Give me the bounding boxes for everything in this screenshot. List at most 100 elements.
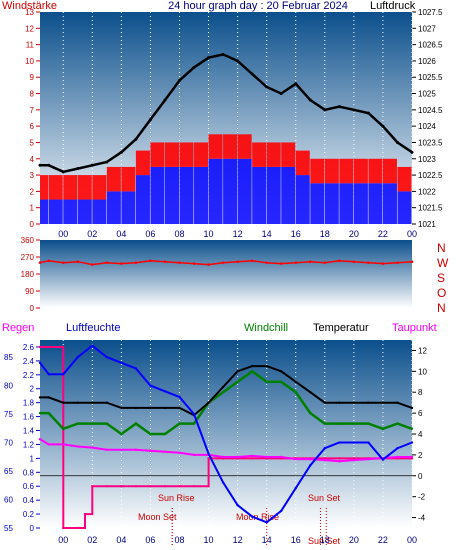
- windchill-point: [294, 391, 297, 394]
- rain-point: [134, 485, 138, 488]
- wind-base-bar: [194, 166, 209, 224]
- annotation-sun-set-1: Sun Set: [308, 493, 341, 503]
- windchill-point: [134, 422, 138, 425]
- humidity-point: [62, 372, 65, 376]
- rain-point: [47, 345, 50, 349]
- windchill-point: [367, 422, 370, 425]
- humidity-tick-label: 70: [4, 439, 13, 448]
- pressure-point: [410, 150, 414, 154]
- pressure-point: [294, 82, 298, 86]
- pressure-point: [119, 150, 123, 154]
- x-tick-label: 14: [262, 229, 272, 239]
- header-left-label: Windstärke: [2, 0, 57, 12]
- windchill-point: [62, 427, 65, 430]
- wind-direction-point: [178, 261, 181, 264]
- dewpoint-point: [105, 448, 109, 451]
- rain-tick-label: 2.4: [23, 357, 35, 366]
- y-left-tick-label: 0: [30, 220, 35, 229]
- wind-base-bar: [179, 166, 194, 224]
- annotation-sun-rise: Sun Rise: [158, 493, 195, 503]
- y-left-tick-label: 11: [26, 41, 35, 50]
- temperature-point: [91, 401, 94, 404]
- y-right-tick-label: 1025.5: [418, 73, 443, 82]
- rain-point: [163, 485, 167, 488]
- humidity-point: [134, 367, 138, 370]
- rain-point: [38, 345, 42, 349]
- temperature-point: [120, 406, 123, 410]
- annotation-moon-set: Moon Set: [138, 512, 177, 522]
- windchill-point: [265, 380, 268, 383]
- y-right-tick-label: 1022: [418, 187, 436, 196]
- wind-base-bar: [164, 166, 179, 224]
- x-tick-label: 00: [58, 229, 68, 239]
- temperature-point: [338, 401, 341, 404]
- wind-speed-bar: [382, 158, 397, 184]
- rain-tick-label: 2: [30, 385, 35, 394]
- x-tick-label: 22: [378, 229, 388, 239]
- wind-speed-bar: [92, 175, 107, 200]
- y-right-tick-label: 4: [418, 430, 423, 439]
- humidity-point: [236, 504, 239, 507]
- y-left-tick-label: 4: [30, 155, 35, 164]
- temperature-point: [294, 380, 297, 383]
- y-left-tick-label: 360: [21, 236, 35, 245]
- windchill-point: [47, 411, 50, 415]
- temperature-point: [396, 401, 399, 404]
- wind-speed-bar: [150, 142, 165, 167]
- pressure-point: [207, 56, 211, 60]
- pressure-point: [38, 163, 42, 167]
- rain-tick-label: 2.2: [23, 371, 35, 380]
- wind-base-bar: [92, 199, 107, 224]
- rain-tick-label: 0.6: [23, 482, 35, 491]
- wind-base-bar: [63, 199, 78, 224]
- wind-direction-point: [91, 263, 94, 266]
- wind-direction-point: [279, 262, 283, 265]
- wind-direction-point: [163, 260, 167, 264]
- rain-tick-label: 1.4: [23, 427, 35, 436]
- humidity-point: [105, 355, 109, 359]
- wind-direction-point: [76, 260, 80, 264]
- wind-base-bar: [40, 199, 49, 224]
- pressure-point: [76, 167, 80, 171]
- wind-speed-bar: [223, 134, 238, 159]
- y-right-tick-label: 1027: [418, 24, 436, 33]
- wind-speed-bar: [40, 175, 49, 200]
- rain-tick-label: 1.8: [23, 399, 35, 408]
- rain-line: [40, 346, 412, 529]
- dewpoint-point: [149, 449, 152, 452]
- y-right-tick-label: 1024.5: [418, 106, 443, 115]
- humidity-point: [309, 464, 312, 467]
- wind-direction-point: [192, 262, 196, 265]
- temperature-point: [367, 401, 370, 404]
- y-right-tick-label: 1027.5: [418, 8, 443, 17]
- wind-base-bar: [397, 191, 412, 224]
- windchill-point: [221, 391, 225, 394]
- pressure-point: [366, 111, 370, 115]
- wind-base-bar: [48, 199, 63, 224]
- windchill-point: [178, 422, 181, 425]
- x-tick-label: 00: [407, 229, 417, 239]
- wind-base-bar: [353, 183, 368, 224]
- humidity-point: [76, 355, 79, 359]
- wind-base-bar: [295, 175, 310, 224]
- humidity-tick-label: 60: [4, 496, 13, 505]
- pressure-point: [163, 98, 167, 102]
- x-tick-label: 10: [204, 229, 214, 239]
- dewpoint-point: [250, 454, 254, 458]
- dewpoint-point: [178, 451, 181, 454]
- y-right-tick-label: 1026: [418, 57, 436, 66]
- rain-point: [120, 485, 123, 488]
- y-left-tick-label: 10: [25, 57, 34, 66]
- wind-speed-bar: [397, 166, 412, 192]
- x-tick-label: 06: [145, 229, 155, 239]
- dewpoint-point: [352, 458, 356, 462]
- rain-point: [76, 526, 79, 530]
- humidity-point: [280, 509, 283, 513]
- rain-point: [338, 457, 341, 460]
- humidity-point: [207, 452, 210, 456]
- rain-point: [323, 457, 327, 460]
- wind-speed-bar: [77, 175, 92, 200]
- wind-base-bar: [266, 166, 281, 224]
- temperature-point: [280, 370, 283, 373]
- y-right-tick-label: 6: [418, 409, 423, 418]
